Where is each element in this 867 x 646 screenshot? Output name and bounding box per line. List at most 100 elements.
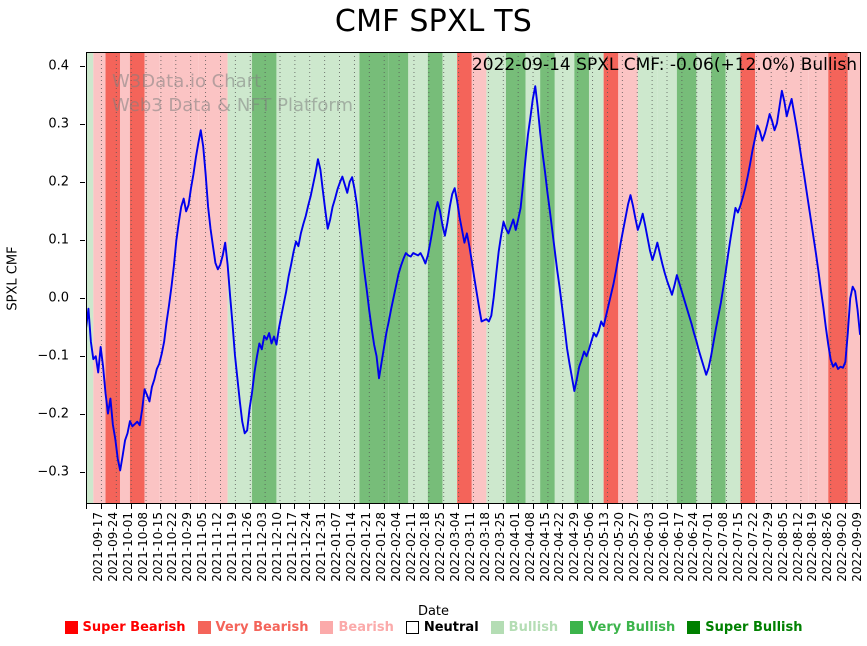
legend-swatch-icon [197, 621, 211, 634]
y-axis-label: SPXL CMF [4, 52, 22, 504]
y-tick-label: 0.3 [48, 116, 69, 132]
sentiment-band [574, 52, 589, 504]
x-tick-mark [309, 504, 311, 509]
x-tick-label: 2022-05-13 [597, 512, 612, 582]
x-tick-label: 2021-10-15 [150, 512, 165, 582]
y-tick-label: −0.1 [37, 348, 69, 364]
legend-swatch-icon [490, 621, 504, 634]
background-bands [86, 52, 861, 504]
x-tick-label: 2022-04-08 [522, 512, 537, 582]
y-tick-mark [80, 356, 85, 358]
x-tick-label: 2021-10-08 [135, 512, 150, 582]
x-tick-mark [190, 504, 192, 509]
y-tick-label: 0.0 [48, 290, 69, 306]
cmf-series-line [86, 85, 861, 472]
x-tick-label: 2022-09-02 [835, 512, 850, 582]
sentiment-band [198, 52, 228, 504]
legend-item[interactable]: Bullish [490, 620, 558, 635]
legend-label: Super Bullish [705, 620, 803, 635]
legend-item[interactable]: Very Bearish [197, 620, 309, 635]
sentiment-band [847, 52, 860, 504]
x-tick-mark [562, 504, 564, 509]
x-tick-mark [502, 504, 504, 509]
x-tick-label: 2021-10-29 [180, 512, 195, 582]
x-tick-label: 2021-09-24 [105, 512, 120, 582]
legend-item[interactable]: Neutral [405, 620, 479, 635]
sentiment-band [676, 52, 697, 504]
latest-value-annotation: 2022-09-14 SPXL CMF: -0.06(+12.0%) Bulli… [471, 55, 857, 75]
legend-swatch-icon [687, 621, 701, 634]
x-tick-mark [592, 504, 594, 509]
legend-label: Super Bearish [82, 620, 186, 635]
legend-item[interactable]: Very Bullish [570, 620, 675, 635]
sentiment-band [755, 52, 775, 504]
sentiment-band [588, 52, 604, 504]
x-tick-mark [815, 504, 817, 509]
y-axis-ticks: −0.3 −0.2 −0.1 0.0 0.1 0.2 0.3 0.4 [0, 52, 85, 504]
x-tick-label: 2021-11-19 [224, 512, 239, 582]
x-tick-mark [458, 504, 460, 509]
sentiment-band [339, 52, 360, 504]
x-tick-label: 2022-02-18 [418, 512, 433, 582]
sentiment-band [105, 52, 121, 504]
x-tick-mark [130, 504, 132, 509]
x-axis-ticks: 2021-09-17 2021-09-24 2021-10-01 2021-10-08… [86, 504, 867, 604]
plot-canvas [86, 52, 861, 504]
x-tick-mark [711, 504, 713, 509]
x-tick-label: 2022-01-21 [358, 512, 373, 582]
sentiment-band [696, 52, 712, 504]
x-tick-label: 2021-11-26 [239, 512, 254, 582]
x-tick-label: 2021-12-24 [299, 512, 314, 582]
sentiment-band [540, 52, 555, 504]
sentiment-band [740, 52, 756, 504]
x-tick-mark [398, 504, 400, 509]
x-tick-label: 2022-08-19 [805, 512, 820, 582]
legend-item[interactable]: Super Bearish [64, 620, 186, 635]
x-tick-mark [473, 504, 474, 509]
x-tick-label: 2021-10-22 [165, 512, 180, 582]
x-tick-label: 2022-07-01 [701, 512, 716, 582]
x-tick-mark [740, 504, 742, 509]
x-tick-label: 2021-09-17 [91, 512, 105, 582]
x-tick-mark [86, 504, 87, 509]
x-tick-label: 2022-03-25 [492, 512, 507, 582]
x-tick-label: 2022-06-24 [686, 512, 701, 582]
x-tick-mark [368, 504, 370, 509]
x-tick-label: 2022-07-29 [760, 512, 775, 582]
x-tick-mark [443, 504, 445, 509]
x-tick-label: 2022-06-10 [656, 512, 671, 582]
chart-title: CMF SPXL TS [334, 4, 533, 39]
x-tick-mark [726, 504, 728, 509]
x-tick-label: 2021-10-01 [120, 512, 135, 582]
x-tick-label: 2021-12-10 [269, 512, 284, 582]
x-tick-mark [651, 504, 653, 509]
sentiment-band [471, 52, 487, 504]
y-tick-mark [80, 182, 85, 184]
x-tick-mark [160, 504, 162, 509]
sentiment-band [252, 52, 277, 504]
x-tick-mark [264, 504, 266, 509]
y-axis-label-text: SPXL CMF [5, 245, 21, 311]
x-tick-label: 2022-05-27 [626, 512, 641, 582]
x-tick-mark [606, 504, 608, 509]
x-tick-mark [413, 504, 415, 509]
x-tick-mark [696, 504, 698, 509]
sentiment-band [725, 52, 741, 504]
x-tick-mark [175, 504, 177, 509]
watermark: W3Data.io Chart Web3 Data & NFT Platform [112, 70, 353, 119]
x-tick-label: 2022-07-15 [731, 512, 746, 582]
x-tick-mark [532, 504, 534, 509]
x-tick-mark [860, 504, 861, 509]
x-tick-mark [845, 504, 847, 509]
sentiment-band [86, 52, 94, 504]
sentiment-band [442, 52, 458, 504]
legend-item[interactable]: Bearish [320, 620, 394, 635]
x-tick-label: 2021-12-03 [254, 512, 269, 582]
x-tick-mark [219, 504, 221, 509]
legend-swatch-icon [570, 621, 584, 634]
sentiment-band [525, 52, 541, 504]
x-tick-label: 2022-05-20 [611, 512, 626, 582]
legend-label: Very Bearish [215, 620, 309, 635]
x-tick-mark [636, 504, 638, 509]
legend-item[interactable]: Super Bullish [687, 620, 803, 635]
